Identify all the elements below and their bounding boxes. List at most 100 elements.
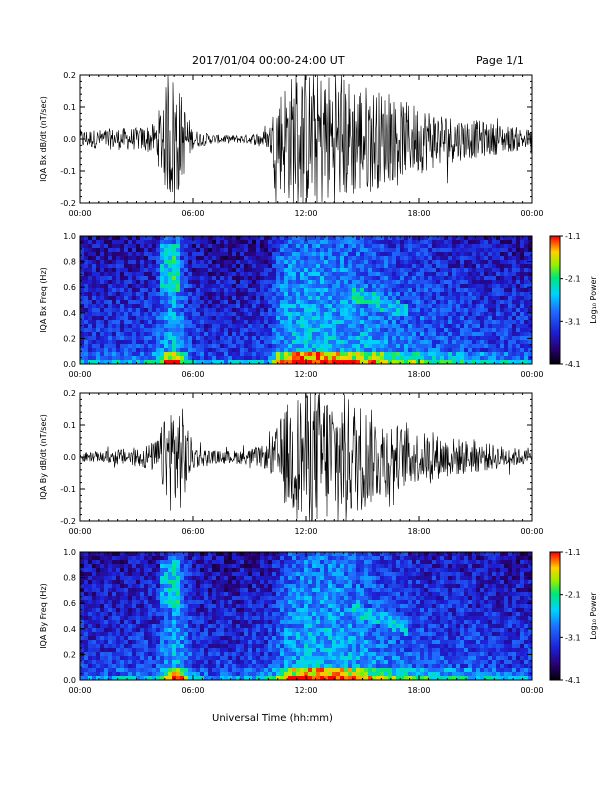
spectrogram-cell: [272, 284, 276, 288]
spectrogram-cell: [80, 572, 84, 576]
spectrogram-cell: [260, 276, 264, 280]
spectrogram-cell: [168, 252, 172, 256]
spectrogram-cell: [512, 248, 516, 252]
spectrogram-cell: [172, 244, 176, 248]
spectrogram-cell: [196, 244, 200, 248]
y-tick-label: -0.1: [60, 167, 76, 176]
spectrogram-cell: [500, 332, 504, 336]
spectrogram-cell: [436, 284, 440, 288]
spectrogram-cell: [144, 348, 148, 352]
spectrogram-cell: [144, 648, 148, 652]
spectrogram-cell: [484, 360, 488, 364]
spectrogram-cell: [300, 292, 304, 296]
spectrogram-cell: [384, 340, 388, 344]
spectrogram-cell: [336, 336, 340, 340]
spectrogram-cell: [376, 268, 380, 272]
figure-title: 2017/01/04 00:00-24:00 UT: [192, 54, 345, 67]
spectrogram-cell: [84, 576, 88, 580]
spectrogram-cell: [448, 276, 452, 280]
spectrogram-cell: [528, 312, 532, 316]
spectrogram-cell: [244, 336, 248, 340]
spectrogram-cell: [464, 304, 468, 308]
spectrogram-cell: [108, 356, 112, 360]
spectrogram-cell: [392, 324, 396, 328]
spectrogram-cell: [472, 284, 476, 288]
spectrogram-cell: [112, 656, 116, 660]
spectrogram-cell: [352, 340, 356, 344]
spectrogram-cell: [500, 296, 504, 300]
spectrogram-cell: [108, 576, 112, 580]
spectrogram-cell: [520, 312, 524, 316]
spectrogram-cell: [448, 324, 452, 328]
spectrogram-cell: [476, 272, 480, 276]
spectrogram-cell: [172, 312, 176, 316]
spectrogram-cell: [312, 248, 316, 252]
spectrogram-cell: [164, 236, 168, 240]
spectrogram-cell: [240, 284, 244, 288]
spectrogram-cell: [140, 312, 144, 316]
spectrogram-cell: [296, 296, 300, 300]
spectrogram-cell: [240, 308, 244, 312]
spectrogram-cell: [452, 320, 456, 324]
spectrogram-cell: [500, 272, 504, 276]
spectrogram-cell: [116, 272, 120, 276]
colorbar-band: [550, 283, 560, 285]
spectrogram-cell: [88, 592, 92, 596]
spectrogram-cell: [512, 324, 516, 328]
spectrogram-cell: [384, 332, 388, 336]
spectrogram-cell: [464, 272, 468, 276]
colorbar-band: [550, 255, 560, 257]
spectrogram-cell: [128, 612, 132, 616]
spectrogram-cell: [92, 252, 96, 256]
spectrogram-cell: [228, 252, 232, 256]
spectrogram-cell: [104, 560, 108, 564]
spectrogram-cell: [232, 284, 236, 288]
spectrogram-cell: [288, 268, 292, 272]
colorbar-band: [550, 270, 560, 272]
spectrogram-cell: [380, 324, 384, 328]
spectrogram-cell: [376, 356, 380, 360]
spectrogram-cell: [512, 260, 516, 264]
spectrogram-cell: [344, 348, 348, 352]
spectrogram-cell: [92, 576, 96, 580]
spectrogram-cell: [408, 324, 412, 328]
spectrogram-cell: [284, 316, 288, 320]
y-tick-label: 0.1: [63, 421, 76, 430]
panel-by-freq: 1.00.80.60.40.20.000:00 06:00 12:00 18:00 00…: [39, 548, 598, 695]
colorbar-band: [550, 280, 560, 282]
spectrogram-cell: [136, 608, 140, 612]
spectrogram-cell: [396, 272, 400, 276]
spectrogram-cell: [148, 596, 152, 600]
spectrogram-cell: [428, 296, 432, 300]
spectrogram-cell: [140, 672, 144, 676]
spectrogram-cell: [456, 300, 460, 304]
spectrogram-cell: [352, 356, 356, 360]
spectrogram-cell: [336, 348, 340, 352]
spectrogram-cell: [424, 260, 428, 264]
spectrogram-cell: [180, 304, 184, 308]
spectrogram-cell: [364, 284, 368, 288]
spectrogram-cell: [132, 296, 136, 300]
spectrogram-cell: [416, 264, 420, 268]
spectrogram-cell: [520, 280, 524, 284]
spectrogram-cell: [152, 668, 156, 672]
spectrogram-cell: [108, 300, 112, 304]
spectrogram-cell: [96, 576, 100, 580]
spectrogram-cell: [144, 352, 148, 356]
spectrogram-cell: [396, 300, 400, 304]
spectrogram-cell: [132, 676, 136, 680]
spectrogram-cell: [448, 316, 452, 320]
spectrogram-cell: [400, 308, 404, 312]
spectrogram-cell: [144, 624, 148, 628]
spectrogram-cell: [184, 236, 188, 240]
spectrogram-cell: [328, 356, 332, 360]
spectrogram-cell: [204, 316, 208, 320]
spectrogram-cell: [268, 292, 272, 296]
spectrogram-cell: [484, 340, 488, 344]
spectrogram-cell: [156, 336, 160, 340]
spectrogram-cell: [196, 344, 200, 348]
spectrogram-cell: [196, 312, 200, 316]
spectrogram-cell: [116, 644, 120, 648]
spectrogram-cell: [492, 288, 496, 292]
spectrogram-cell: [140, 276, 144, 280]
